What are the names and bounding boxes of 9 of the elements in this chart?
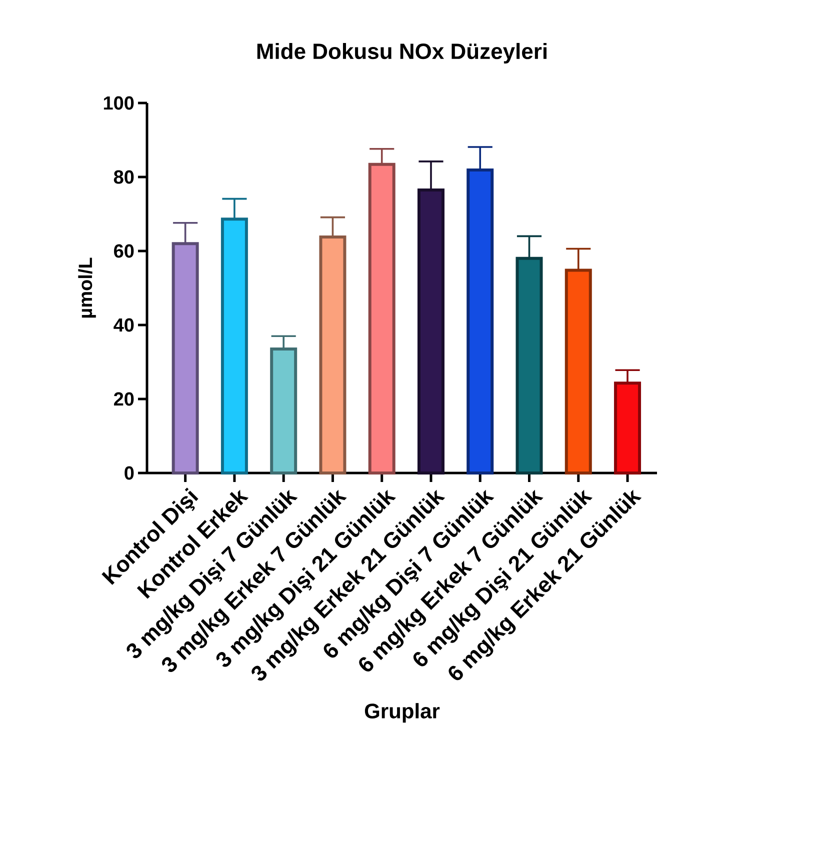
y-tick-label: 60 <box>114 244 134 258</box>
y-tick-label: 100 <box>104 96 134 110</box>
y-tick-label: 80 <box>114 170 134 184</box>
chart-title: Mide Dokusu NOx Düzeyleri <box>257 42 546 64</box>
x-axis-title: Gruplar <box>364 703 440 723</box>
y-tick-label: 40 <box>114 318 134 332</box>
y-tick-label: 20 <box>114 392 134 406</box>
y-axis-title: µmol/L <box>78 258 96 318</box>
y-tick-label: 0 <box>124 466 134 480</box>
